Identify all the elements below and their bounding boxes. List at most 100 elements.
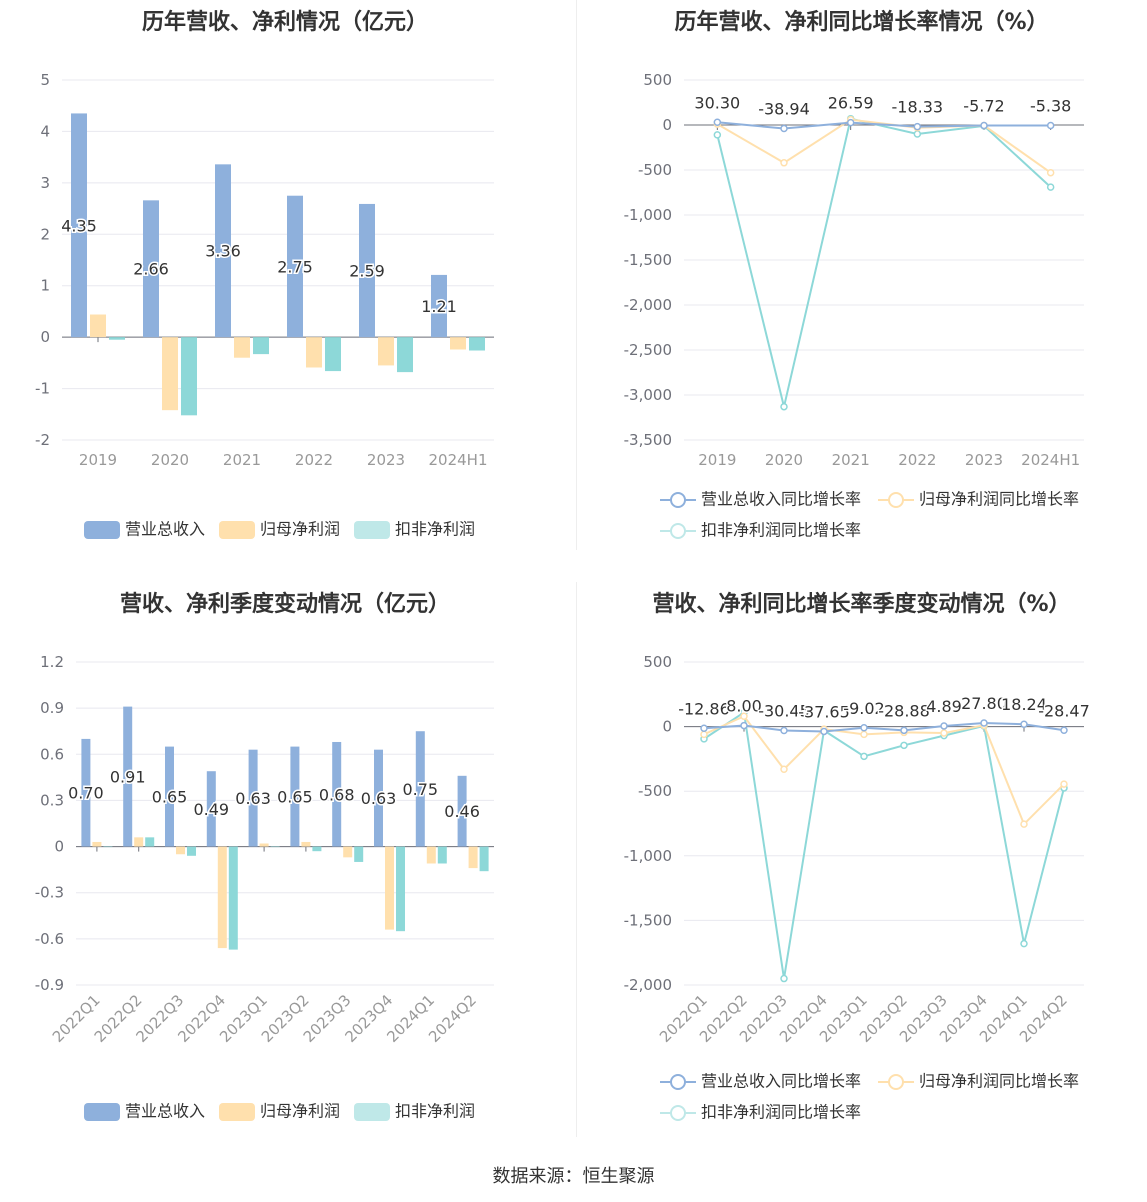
legend-deducted-growth[interactable]: 扣非净利润同比增长率: [660, 1100, 861, 1124]
y-tick-label: -2: [35, 431, 50, 449]
legend-line-net-profit: [878, 1073, 914, 1091]
bar-data-label: 2.66: [133, 260, 169, 279]
bar-revenue: [81, 738, 91, 847]
legend-line-net-profit: [878, 491, 914, 509]
point-net-profit-growth: [860, 730, 868, 739]
y-tick-label: 500: [643, 653, 672, 671]
bar-deducted-profit: [103, 846, 113, 848]
bar-net-profit: [234, 337, 250, 358]
bar-revenue: [332, 741, 342, 847]
point-deducted-growth: [900, 741, 908, 750]
legend-revenue-growth[interactable]: 营业总收入同比增长率: [660, 487, 861, 511]
bar-deducted-profit: [145, 837, 155, 847]
y-tick-label: -1,000: [624, 847, 672, 865]
y-tick-label: 4: [40, 122, 50, 140]
bar-data-label: 0.65: [277, 788, 313, 807]
legend-revenue-growth[interactable]: 营业总收入同比增长率: [660, 1069, 861, 1093]
legend-deducted-profit[interactable]: 扣非净利润: [354, 1099, 475, 1123]
bar-data-label: 4.35: [61, 216, 97, 235]
legend-swatch-net-profit: [219, 520, 255, 539]
bar-net-profit: [134, 837, 144, 847]
bar-deducted-profit: [253, 337, 269, 355]
point-data-label: 4.89: [926, 697, 962, 716]
quarterly-bar-plot: 1.20.90.60.30-0.3-0.6-0.92022Q12022Q2202…: [35, 653, 494, 1046]
bar-revenue: [123, 706, 133, 847]
bar-data-label: 0.63: [361, 789, 397, 808]
bar-net-profit: [176, 846, 185, 855]
legend-net-profit[interactable]: 归母净利润: [219, 1099, 340, 1123]
x-tick-label: 2020: [151, 451, 189, 469]
bar-net-profit: [90, 314, 106, 338]
bar-net-profit: [301, 841, 311, 847]
point-revenue-growth: [780, 726, 788, 735]
bar-deducted-profit: [109, 337, 125, 340]
legend-net-profit-growth[interactable]: 归母净利润同比增长率: [878, 487, 1079, 511]
y-tick-label: 0.9: [40, 699, 64, 717]
bar-data-label: 0.63: [235, 789, 271, 808]
quarterly-revenue-profit-chart: 营收、净利季度变动情况（亿元） 1.2 0.9 0.6 0.3 0 -0.3 -0.6 -0.…: [0, 582, 570, 1142]
legend-line-revenue: [660, 1073, 696, 1091]
legend-revenue[interactable]: 营业总收入: [84, 1099, 205, 1123]
y-tick-label: 5: [40, 71, 50, 89]
point-data-label: -9.02: [843, 699, 884, 718]
quarterly-growth-rate-chart: 营收、净利同比增长率季度变动情况（%） 500 0 -500 -1,000 -1,500…: [576, 582, 1147, 1142]
bar-net-profit: [343, 846, 353, 858]
point-deducted-growth: [1046, 183, 1055, 191]
legend-deducted-profit[interactable]: 扣非净利润: [354, 517, 475, 541]
x-tick-label: 2022: [898, 451, 936, 469]
bar-deducted-profit: [469, 337, 485, 351]
legend-swatch-deducted: [354, 520, 390, 539]
legend-net-profit[interactable]: 归母净利润: [219, 517, 340, 541]
line-deducted-growth: [703, 710, 1065, 979]
bar-deducted-profit: [396, 846, 405, 932]
y-tick-label: -1: [35, 380, 50, 398]
point-data-label: -5.72: [963, 97, 1004, 116]
x-tick-label: 2021: [832, 451, 870, 469]
point-data-label: 30.30: [694, 93, 740, 112]
y-tick-label: -3,500: [624, 431, 672, 449]
legend-revenue[interactable]: 营业总收入: [84, 517, 205, 541]
point-revenue-growth: [1020, 720, 1028, 728]
y-tick-label: 2: [40, 225, 50, 243]
bar-net-profit: [385, 846, 394, 930]
bar-net-profit: [217, 846, 227, 949]
y-tick-label: -500: [638, 782, 672, 800]
chart-title: 营收、净利同比增长率季度变动情况（%）: [652, 592, 1071, 617]
x-tick-label: 2023: [965, 451, 1003, 469]
annual-bar-plot: 5 4 3 2 1 0 -1 -2 2019 2020 2021 2022 2023 2024H1 4.35…: [35, 71, 494, 469]
legend-swatch-net-profit: [219, 1102, 255, 1121]
point-data-label: -18.33: [892, 98, 944, 117]
y-tick-label: -2,500: [624, 341, 672, 359]
y-tick-label: 0: [54, 838, 64, 856]
x-tick-label: 2024H1: [1021, 451, 1080, 469]
bar-deducted-profit: [397, 337, 413, 373]
line-revenue-growth: [717, 121, 1051, 130]
bar-deducted-profit: [354, 846, 364, 862]
annual-line-plot: 500 0 -500 -1,000 -1,500 -2,000 -2,500 -3,000 -3…: [624, 71, 1084, 469]
legend-deducted-growth[interactable]: 扣非净利润同比增长率: [660, 518, 861, 542]
point-net-profit-growth: [1020, 820, 1028, 828]
legend-line-deducted: [660, 522, 696, 540]
y-tick-label: -0.3: [35, 884, 64, 902]
bar-deducted-profit: [479, 846, 489, 872]
vertical-divider-top: [576, 0, 577, 550]
point-data-label: 27.80: [961, 694, 1007, 713]
y-tick-label: -0.9: [35, 976, 64, 994]
bar-data-label: 0.49: [193, 800, 229, 819]
x-tick-label: 2020: [765, 451, 803, 469]
chart-title: 历年营收、净利同比增长率情况（%）: [674, 10, 1049, 35]
legend-swatch-revenue: [84, 520, 120, 539]
point-deducted-growth: [913, 130, 922, 138]
y-tick-label: 1.2: [40, 653, 64, 671]
bar-deducted-profit: [187, 846, 196, 856]
bar-revenue: [290, 746, 300, 847]
vertical-divider-bottom: [576, 582, 577, 1137]
bar-data-label: 3.36: [205, 242, 241, 261]
line-revenue-growth: [703, 722, 1065, 733]
y-tick-label: 0.6: [40, 745, 64, 763]
y-tick-label: -1,500: [624, 251, 672, 269]
bar-revenue: [143, 200, 159, 338]
annual-growth-rate-chart: 历年营收、净利同比增长率情况（%） 500 0 -500 -1,000 -1,500 -2…: [576, 0, 1147, 560]
y-tick-label: 0: [662, 718, 672, 736]
legend-net-profit-growth[interactable]: 归母净利润同比增长率: [878, 1069, 1079, 1093]
